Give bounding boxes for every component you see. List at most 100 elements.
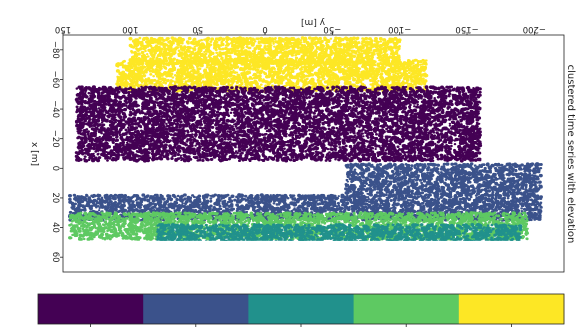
scatter-point xyxy=(162,53,166,57)
scatter-point xyxy=(124,83,129,88)
scatter-point xyxy=(169,72,174,76)
scatter-point xyxy=(233,63,237,66)
scatter-point xyxy=(415,68,419,72)
scatter-point xyxy=(121,70,126,75)
scatter-point xyxy=(259,83,263,86)
scatter-point xyxy=(315,36,319,40)
scatter-point xyxy=(279,38,283,41)
scatter-point xyxy=(352,54,357,58)
scatter-point xyxy=(190,61,195,65)
scatter-point xyxy=(250,77,254,80)
scatter-point xyxy=(365,60,369,64)
scatter-point xyxy=(333,67,337,72)
scatter-point xyxy=(421,67,426,71)
scatter-point xyxy=(157,40,161,44)
scatter-point xyxy=(285,51,289,54)
scatter-point xyxy=(217,62,221,65)
scatter-point xyxy=(251,37,255,41)
scatter-point xyxy=(213,77,218,81)
scatter-point xyxy=(327,59,332,63)
scatter-point xyxy=(223,81,227,85)
scatter-point xyxy=(236,73,239,76)
scatter-point xyxy=(328,77,332,81)
scatter-point xyxy=(394,74,398,78)
scatter-point xyxy=(164,82,167,85)
scatter-point xyxy=(164,50,168,53)
scatter-point xyxy=(181,74,184,78)
scatter-point xyxy=(245,58,250,63)
scatter-point xyxy=(207,42,211,46)
scatter-point xyxy=(304,51,309,55)
scatter-point xyxy=(300,36,305,40)
scatter-point xyxy=(413,58,418,62)
scatter-point xyxy=(376,62,380,66)
scatter-point xyxy=(408,64,412,68)
scatter-point xyxy=(355,50,358,53)
scatter-point xyxy=(295,81,300,86)
scatter-point xyxy=(271,73,276,78)
scatter-point xyxy=(167,40,172,44)
scatter-point xyxy=(349,59,353,63)
scatter-point xyxy=(299,60,304,65)
scatter-point xyxy=(152,70,156,73)
scatter-point xyxy=(380,68,385,73)
scatter-point xyxy=(286,40,291,45)
scatter-point xyxy=(161,78,166,82)
scatter-point xyxy=(192,42,196,46)
scatter-point xyxy=(201,75,205,79)
scatter-point xyxy=(305,77,309,81)
scatter-point xyxy=(276,75,281,80)
scatter-point xyxy=(327,66,331,69)
scatter-point xyxy=(368,69,372,74)
scatter-point xyxy=(369,60,373,64)
scatter-point xyxy=(307,62,312,66)
scatter-point xyxy=(233,52,238,56)
scatter-point xyxy=(153,51,157,55)
scatter-point xyxy=(388,55,393,59)
scatter-point xyxy=(301,73,305,77)
scatter-point xyxy=(192,47,197,52)
scatter-point xyxy=(394,60,399,65)
scatter-point xyxy=(163,47,167,51)
scatter-point xyxy=(159,59,163,63)
scatter-points xyxy=(67,36,543,241)
scatter-point xyxy=(390,38,394,42)
scatter-point xyxy=(180,46,184,50)
scatter-point xyxy=(276,50,280,55)
scatter-point xyxy=(341,38,345,42)
scatter-point xyxy=(364,67,369,71)
scatter-point xyxy=(264,80,269,84)
scatter-point xyxy=(400,62,404,66)
scatter-point xyxy=(394,78,399,82)
scatter-point xyxy=(375,40,380,45)
scatter-point xyxy=(403,71,407,74)
scatter-point xyxy=(169,43,173,47)
scatter-point xyxy=(252,74,255,77)
scatter-point xyxy=(155,81,160,85)
scatter-point xyxy=(347,75,351,78)
scatter-point xyxy=(392,79,395,82)
scatter-point xyxy=(179,154,183,157)
scatter-point xyxy=(186,59,190,63)
scatter-point xyxy=(387,70,391,74)
scatter-point xyxy=(226,72,229,76)
scatter-point xyxy=(151,54,156,58)
scatter-point xyxy=(242,67,246,71)
scatter-point xyxy=(284,66,288,69)
scatter-point xyxy=(423,59,427,62)
scatter-point xyxy=(340,62,344,66)
scatter-point xyxy=(205,39,209,43)
scatter-point xyxy=(202,53,207,57)
scatter-point xyxy=(169,79,173,82)
scatter-point xyxy=(379,40,383,43)
scatter-point xyxy=(299,67,303,71)
scatter-point xyxy=(178,70,181,73)
scatter-point xyxy=(318,72,323,76)
scatter-point xyxy=(190,80,194,83)
scatter-point xyxy=(272,52,276,56)
scatter-point xyxy=(324,72,328,76)
scatter-point xyxy=(217,70,222,74)
scatter-point xyxy=(241,46,245,50)
scatter-point xyxy=(346,67,350,70)
scatter-point xyxy=(196,67,200,71)
